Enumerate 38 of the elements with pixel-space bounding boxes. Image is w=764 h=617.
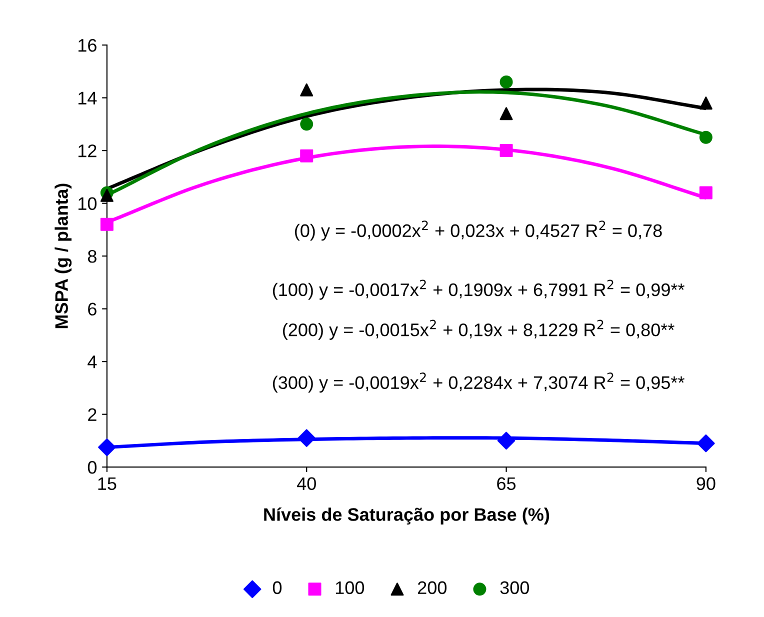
y-tick-label: 14	[78, 92, 97, 104]
point	[100, 218, 114, 231]
y-tick-label: 8	[88, 250, 96, 263]
point	[500, 107, 513, 120]
legend-label: 200	[418, 581, 447, 594]
point	[298, 429, 316, 447]
point	[699, 130, 712, 144]
x-axis-title: Níveis de Saturação por Base (%)	[264, 508, 550, 524]
legend-label: 0	[272, 581, 282, 594]
point	[500, 75, 513, 88]
annotation: (0) y = -0,0002x$^{2}$ + 0,023x + 0,4527 R$^{2}$ = 0,78	[295, 220, 662, 241]
point	[497, 432, 516, 450]
point	[699, 96, 712, 110]
x-tick-label: 90	[696, 477, 716, 490]
y-tick-label: 12	[78, 144, 96, 158]
point	[98, 438, 116, 456]
point	[300, 118, 314, 131]
y-tick-label: 2	[88, 408, 96, 421]
point	[300, 149, 314, 162]
point	[500, 144, 513, 158]
point	[697, 434, 715, 452]
y-tick-label: 10	[78, 197, 97, 210]
annotation: (200) y = -0,0015x$^{2}$ + 0,19x + 8,1229 R$^{2}$ = 0,80**	[283, 320, 674, 340]
point	[699, 186, 712, 200]
y-axis-title: MSPA (g / planta)	[54, 184, 72, 328]
x-tick-label: 65	[497, 477, 516, 490]
y-tick-label: 16	[78, 38, 96, 52]
y-tick-label: 4	[88, 356, 97, 368]
legend-label: 100	[336, 581, 364, 594]
annotation: (300) y = -0,0019x$^{2}$ + 0,2284x + 7,3074 R$^{2}$ = 0,95**	[272, 372, 684, 393]
annotation: (100) y = -0,0017x$^{2}$ + 0,1909x + 6,7991 R$^{2}$ = 0,99**	[272, 280, 684, 300]
y-tick-label: 6	[88, 302, 96, 316]
point	[300, 83, 314, 96]
legend-label: 300	[500, 581, 529, 594]
y-tick-label: 0	[88, 461, 97, 474]
point	[100, 188, 114, 202]
x-tick-label: 40	[296, 477, 316, 490]
x-tick-label: 15	[98, 477, 116, 490]
